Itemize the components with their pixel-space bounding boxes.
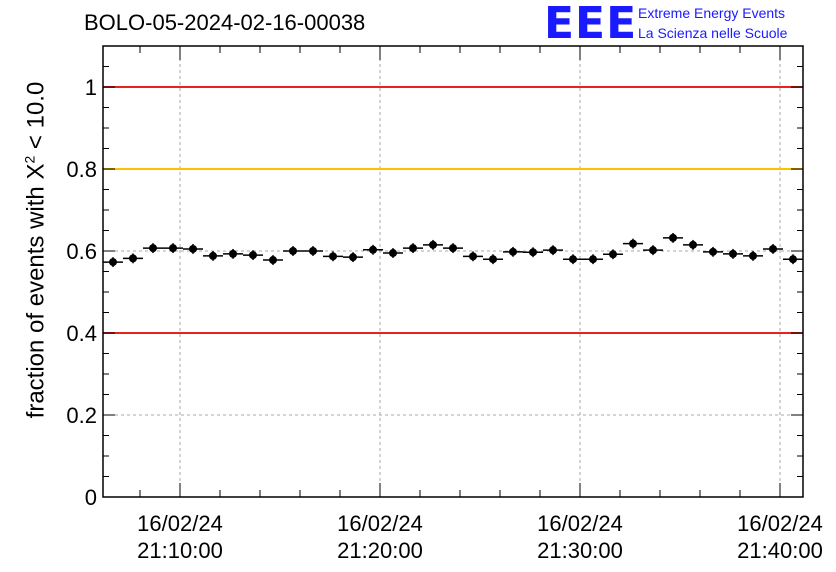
data-point bbox=[249, 251, 257, 260]
y-tick-label: 0.4 bbox=[66, 321, 97, 346]
data-point bbox=[429, 240, 437, 249]
data-point bbox=[149, 244, 157, 253]
data-point bbox=[549, 246, 557, 255]
data-point bbox=[269, 256, 277, 265]
x-tick-label-time: 21:40:00 bbox=[737, 538, 823, 563]
data-point bbox=[469, 252, 477, 261]
data-point bbox=[189, 244, 197, 253]
y-tick-label: 1 bbox=[85, 75, 97, 100]
data-point bbox=[569, 255, 577, 264]
data-point bbox=[409, 244, 417, 253]
data-point bbox=[129, 254, 137, 263]
data-point bbox=[349, 253, 357, 262]
x-tick-label-date: 16/02/24 bbox=[537, 511, 623, 536]
x-tick-label-time: 21:10:00 bbox=[137, 538, 223, 563]
data-point bbox=[309, 247, 317, 255]
data-point bbox=[589, 255, 597, 264]
data-point bbox=[209, 251, 217, 260]
x-tick-label-time: 21:30:00 bbox=[537, 538, 623, 563]
data-point bbox=[529, 248, 537, 257]
x-tick-label-time: 21:20:00 bbox=[337, 538, 423, 563]
data-point bbox=[169, 244, 177, 253]
data-point bbox=[629, 239, 637, 248]
data-point bbox=[109, 258, 117, 267]
y-tick-label: 0.2 bbox=[66, 403, 97, 428]
data-point bbox=[729, 249, 737, 258]
data-point bbox=[489, 255, 497, 264]
data-point bbox=[289, 247, 297, 255]
eee-logo-mark: EEE bbox=[544, 0, 638, 49]
data-point bbox=[649, 246, 657, 255]
x-tick-label-date: 16/02/24 bbox=[737, 511, 823, 536]
x-tick-label-date: 16/02/24 bbox=[137, 511, 223, 536]
x-tick-label-date: 16/02/24 bbox=[337, 511, 423, 536]
data-point bbox=[229, 249, 237, 258]
data-point bbox=[389, 249, 397, 258]
y-tick-label: 0 bbox=[85, 485, 97, 510]
data-point bbox=[369, 245, 377, 254]
data-point bbox=[329, 252, 337, 261]
y-tick-label: 0.8 bbox=[66, 157, 97, 182]
data-point bbox=[789, 255, 797, 264]
data-point bbox=[709, 247, 717, 256]
data-point bbox=[689, 240, 697, 249]
data-point bbox=[669, 233, 677, 242]
data-point bbox=[509, 247, 517, 256]
data-point bbox=[749, 251, 757, 260]
eee-logo: EEE Extreme Energy Events La Scienza nel… bbox=[544, 0, 834, 49]
logo-line-2: La Scienza nelle Scuole bbox=[638, 25, 788, 41]
data-point bbox=[449, 244, 457, 253]
plot-frame bbox=[102, 45, 804, 498]
logo-line-1: Extreme Energy Events bbox=[638, 5, 786, 21]
y-tick-label: 0.6 bbox=[66, 239, 97, 264]
data-point bbox=[609, 250, 617, 259]
chart-title: BOLO-05-2024-02-16-00038 bbox=[84, 10, 366, 35]
data-point bbox=[769, 244, 777, 253]
